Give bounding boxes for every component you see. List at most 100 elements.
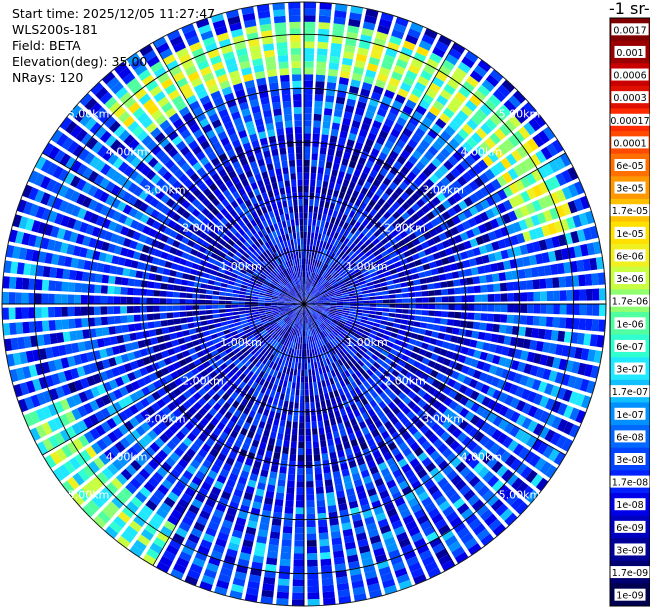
ray-gate xyxy=(315,473,323,481)
ray-gate xyxy=(284,317,291,323)
ray-gate xyxy=(204,475,215,486)
ray-gate xyxy=(240,347,248,354)
ray-gate xyxy=(335,277,343,283)
ray-gate xyxy=(323,272,329,279)
ray-gate xyxy=(298,309,302,316)
ray-gate xyxy=(301,330,303,337)
ray-gate xyxy=(340,515,351,524)
ray-gate xyxy=(237,247,245,255)
ray-gate xyxy=(314,259,318,267)
ray-gate xyxy=(485,208,495,219)
ray-gate xyxy=(333,247,340,255)
ray-gate xyxy=(350,381,358,389)
ray-gate xyxy=(413,321,421,328)
ray-gate xyxy=(471,267,479,276)
ray-gate xyxy=(377,425,387,434)
ray-gate xyxy=(459,278,467,286)
ray-gate xyxy=(329,323,336,329)
ray-gate xyxy=(271,301,278,303)
ray-gate xyxy=(153,290,161,297)
ray-gate xyxy=(45,347,54,359)
ray-gate xyxy=(377,328,386,334)
ray-gate xyxy=(231,297,239,301)
ray-gate xyxy=(48,210,58,223)
ray-gate xyxy=(216,474,227,484)
ray-gate xyxy=(483,221,494,232)
ray-gate xyxy=(358,224,365,232)
ray-gate xyxy=(360,187,369,196)
ray-gate xyxy=(465,154,476,166)
ray-gate xyxy=(438,34,452,47)
ray-gate xyxy=(245,259,253,266)
ray-gate xyxy=(258,308,266,312)
ray-gate xyxy=(128,207,138,218)
ray-gate xyxy=(179,299,186,304)
ray-gate xyxy=(112,401,123,413)
ray-gate xyxy=(456,432,468,443)
ray-gate xyxy=(389,304,396,308)
ray-gate xyxy=(388,336,396,343)
ray-gate xyxy=(314,107,323,115)
ray-gate xyxy=(169,246,178,255)
ray-gate xyxy=(59,429,71,442)
ray-gate xyxy=(101,218,111,229)
ray-gate xyxy=(35,408,47,422)
ray-gate xyxy=(326,287,334,292)
ray-gate xyxy=(401,354,410,362)
ray-gate xyxy=(332,210,339,218)
ray-gate xyxy=(356,532,367,541)
ray-gate xyxy=(88,237,98,248)
ray-gate xyxy=(373,547,386,557)
ray-gate xyxy=(350,252,358,260)
ray-gate xyxy=(279,311,286,315)
ray-gate xyxy=(283,346,288,353)
ray-gate xyxy=(548,370,558,383)
ray-gate xyxy=(167,175,178,186)
ray-gate xyxy=(161,406,172,416)
ray-gate xyxy=(196,515,208,526)
ray-gate xyxy=(376,483,387,494)
ray-gate xyxy=(325,399,332,407)
ray-gate xyxy=(328,290,335,295)
ray-gate xyxy=(385,48,398,58)
ray-gate xyxy=(366,369,374,377)
ray-gate xyxy=(278,344,284,351)
ray-gate xyxy=(179,344,188,352)
ray-gate xyxy=(314,199,320,207)
ray-gate xyxy=(326,432,333,440)
ray-gate xyxy=(573,304,580,316)
ray-gate xyxy=(307,225,312,233)
ray-gate xyxy=(348,290,356,294)
ray-gate xyxy=(358,406,367,415)
ray-gate xyxy=(308,294,314,300)
ray-gate xyxy=(433,317,442,324)
ray-gate xyxy=(557,402,568,416)
ray-gate xyxy=(312,441,320,449)
ray-gate xyxy=(446,102,459,114)
ray-gate xyxy=(317,381,322,389)
ray-gate xyxy=(309,395,315,403)
ray-gate xyxy=(161,182,171,193)
ray-gate xyxy=(369,234,377,242)
ray-gate xyxy=(44,454,57,469)
ray-gate xyxy=(112,414,123,426)
ray-gate xyxy=(293,553,304,560)
ray-gate xyxy=(305,395,310,403)
ray-gate xyxy=(356,415,364,424)
ray-gate xyxy=(297,448,304,455)
ray-gate xyxy=(304,139,311,147)
ray-gate xyxy=(481,79,495,92)
ray-gate xyxy=(357,251,365,258)
ray-gate xyxy=(292,586,304,593)
ray-gate xyxy=(111,477,123,490)
ray-gate xyxy=(218,300,226,304)
ray-gate xyxy=(527,405,538,418)
ray-gate xyxy=(199,310,207,315)
ray-gate xyxy=(364,403,372,412)
ray-gate xyxy=(129,404,139,415)
ray-gate xyxy=(474,202,485,213)
ray-gate xyxy=(287,311,294,316)
ray-gate xyxy=(399,181,408,191)
ray-gate xyxy=(136,358,145,368)
ray-gate xyxy=(170,568,184,580)
